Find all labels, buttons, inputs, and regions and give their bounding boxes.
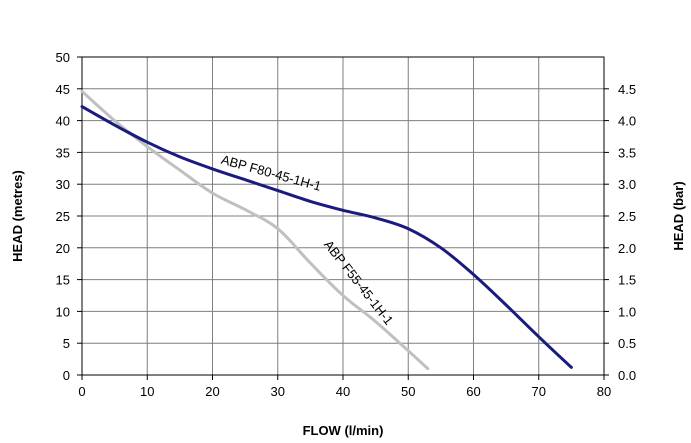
x-tick-label: 60 xyxy=(466,384,480,399)
x-tick-label: 0 xyxy=(78,384,85,399)
y-tick-label: 35 xyxy=(56,145,70,160)
y-tick-label: 50 xyxy=(56,50,70,65)
plot-frame xyxy=(77,56,609,380)
x-tick-label: 40 xyxy=(336,384,350,399)
series-line-abp-f55 xyxy=(80,89,430,371)
series-layer xyxy=(80,89,573,371)
y2-tick-label: 0.0 xyxy=(618,368,636,383)
y-tick-label: 40 xyxy=(56,114,70,129)
x-tick-label: 20 xyxy=(205,384,219,399)
y-tick-label: 5 xyxy=(63,336,70,351)
y-tick-label: 30 xyxy=(56,177,70,192)
y2-tick-label: 1.5 xyxy=(618,273,636,288)
x-tick-label: 10 xyxy=(140,384,154,399)
y2-tick-label: 2.0 xyxy=(618,241,636,256)
y2-tick-label: 2.5 xyxy=(618,209,636,224)
y2-tick-label: 4.0 xyxy=(618,114,636,129)
x-tick-label: 50 xyxy=(401,384,415,399)
y-tick-label: 20 xyxy=(56,241,70,256)
y-tick-label: 10 xyxy=(56,304,70,319)
y2-tick-label: 1.0 xyxy=(618,304,636,319)
x-tick-label: 30 xyxy=(271,384,285,399)
y-tick-label: 15 xyxy=(56,273,70,288)
x-tick-label: 70 xyxy=(532,384,546,399)
y2-tick-label: 3.5 xyxy=(618,145,636,160)
y-tick-label: 0 xyxy=(63,368,70,383)
series-line-abp-f80 xyxy=(80,105,573,369)
y-axis-title-right: HEAD (bar) xyxy=(671,181,686,250)
tick-labels: 0 10 20 30 40 50 60 70 80 0 5 10 15 20 25 30 35 40 45 50 0.0… xyxy=(56,50,637,399)
y-axis-title-left: HEAD (metres) xyxy=(10,170,25,262)
y-tick-label: 45 xyxy=(56,82,70,97)
x-axis-title: FLOW (l/min) xyxy=(303,423,384,438)
y2-tick-label: 0.5 xyxy=(618,336,636,351)
y2-tick-label: 4.5 xyxy=(618,82,636,97)
y-tick-label: 25 xyxy=(56,209,70,224)
x-tick-label: 80 xyxy=(597,384,611,399)
y2-tick-label: 3.0 xyxy=(618,177,636,192)
